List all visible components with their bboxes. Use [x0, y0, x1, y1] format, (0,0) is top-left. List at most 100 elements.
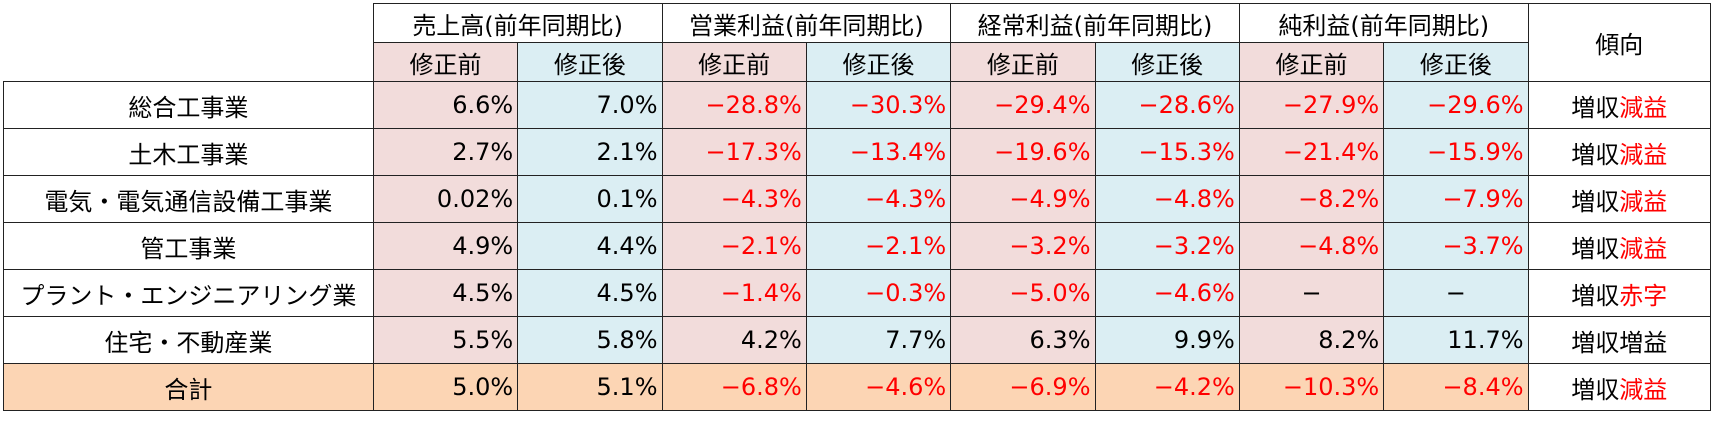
value-cell: −4.3% [661, 175, 807, 223]
value-cell: −4.2% [1094, 363, 1240, 411]
trend-suffix: 増益 [1619, 328, 1668, 357]
value-cell: −19.6% [950, 128, 1096, 176]
value-cell: − [1383, 269, 1529, 317]
table-row: 土木工事業 2.7% 2.1% −17.3% −13.4% −19.6% −15.3% −21… [3, 128, 1712, 176]
value-cell: −7.9% [1383, 175, 1529, 223]
value-cell: 6.6% [372, 81, 519, 129]
table-row: 総合工事業 6.6% 7.0% −28.8% −30.3% −29.4% −28.6% −27… [3, 81, 1712, 129]
header-net-profit: 純利益(前年同期比) [1238, 3, 1529, 43]
industry-name: 総合工事業 [3, 81, 374, 129]
table-row: プラント・エンジニアリング業 4.5% 4.5% −1.4% −0.3% −5.0% −4.… [3, 269, 1712, 317]
value-cell: −15.9% [1383, 128, 1529, 176]
value-cell: 5.8% [517, 316, 663, 364]
value-cell: −30.3% [805, 81, 952, 129]
header-corner [3, 3, 374, 82]
trend-cell: 増収減益 [1527, 222, 1712, 270]
value-cell: −5.0% [950, 269, 1096, 317]
value-cell: 4.5% [372, 269, 519, 317]
trend-cell: 増収減益 [1527, 128, 1712, 176]
value-cell: −29.4% [950, 81, 1096, 129]
value-cell: −15.3% [1094, 128, 1240, 176]
trend-cell: 増収増益 [1527, 316, 1712, 364]
value-cell: 7.7% [805, 316, 952, 364]
value-cell: 5.1% [517, 363, 663, 411]
value-cell: −4.9% [950, 175, 1096, 223]
value-cell: 5.5% [372, 316, 519, 364]
industry-name: 管工事業 [3, 222, 374, 270]
earnings-revision-table: 売上高(前年同期比) 営業利益(前年同期比) 経常利益(前年同期比) 純利益(前… [3, 3, 1712, 411]
table-body: 総合工事業 6.6% 7.0% −28.8% −30.3% −29.4% −28.6% −27… [3, 81, 1712, 411]
trend-prefix: 増収 [1571, 140, 1620, 169]
industry-name: 電気・電気通信設備工事業 [3, 175, 374, 223]
trend-prefix: 増収 [1571, 234, 1620, 263]
value-cell: −4.6% [1094, 269, 1240, 317]
value-cell: −1.4% [661, 269, 807, 317]
value-cell: 0.1% [517, 175, 663, 223]
trend-suffix: 赤字 [1619, 281, 1668, 310]
trend-prefix: 増収 [1571, 281, 1620, 310]
value-cell: −21.4% [1238, 128, 1385, 176]
value-cell: 7.0% [517, 81, 663, 129]
value-cell: −28.6% [1094, 81, 1240, 129]
value-cell: −4.8% [1238, 222, 1385, 270]
value-cell: − [1238, 269, 1385, 317]
value-cell: 2.1% [517, 128, 663, 176]
header-ordinary-before: 修正前 [950, 42, 1096, 82]
value-cell: −10.3% [1238, 363, 1385, 411]
value-cell: −27.9% [1238, 81, 1385, 129]
value-cell: −29.6% [1383, 81, 1529, 129]
trend-prefix: 増収 [1571, 187, 1620, 216]
trend-suffix: 減益 [1619, 234, 1668, 263]
trend-cell: 増収減益 [1527, 175, 1712, 223]
value-cell: −4.8% [1094, 175, 1240, 223]
value-cell: 11.7% [1383, 316, 1529, 364]
value-cell: −6.9% [950, 363, 1096, 411]
header-net-before: 修正前 [1238, 42, 1385, 82]
industry-name: プラント・エンジニアリング業 [3, 269, 374, 317]
industry-name: 住宅・不動産業 [3, 316, 374, 364]
value-cell: −8.4% [1383, 363, 1529, 411]
header-operating-profit: 営業利益(前年同期比) [661, 3, 952, 43]
value-cell: −17.3% [661, 128, 807, 176]
value-cell: 4.4% [517, 222, 663, 270]
value-cell: 5.0% [372, 363, 519, 411]
trend-prefix: 増収 [1571, 93, 1620, 122]
value-cell: −2.1% [661, 222, 807, 270]
table-row: 住宅・不動産業 5.5% 5.8% 4.2% 7.7% 6.3% 9.9% 8.2% 11.7%… [3, 316, 1712, 364]
value-cell: −4.6% [805, 363, 952, 411]
value-cell: −13.4% [805, 128, 952, 176]
table-row-total: 合計 5.0% 5.1% −6.8% −4.6% −6.9% −4.2% −10.3% −8.4… [3, 363, 1712, 411]
trend-suffix: 減益 [1619, 187, 1668, 216]
value-cell: 2.7% [372, 128, 519, 176]
value-cell: −28.8% [661, 81, 807, 129]
trend-suffix: 減益 [1619, 140, 1668, 169]
value-cell: 6.3% [950, 316, 1096, 364]
header-sales: 売上高(前年同期比) [372, 3, 663, 43]
header-sales-after: 修正後 [517, 42, 663, 82]
value-cell: −4.3% [805, 175, 952, 223]
value-cell: 9.9% [1094, 316, 1240, 364]
trend-cell: 増収減益 [1527, 363, 1712, 411]
value-cell: −6.8% [661, 363, 807, 411]
value-cell: −8.2% [1238, 175, 1385, 223]
header-row-sub: 修正前 修正後 修正前 修正後 修正前 修正後 修正前 修正後 [4, 42, 1711, 82]
value-cell: −3.2% [950, 222, 1096, 270]
header-operating-before: 修正前 [661, 42, 807, 82]
header-row-groups: 売上高(前年同期比) 営業利益(前年同期比) 経常利益(前年同期比) 純利益(前… [3, 3, 1712, 82]
table-row: 管工事業 4.9% 4.4% −2.1% −2.1% −3.2% −3.2% −4.8% −3.… [3, 222, 1712, 270]
trend-cell: 増収赤字 [1527, 269, 1712, 317]
header-net-after: 修正後 [1383, 42, 1529, 82]
industry-name: 合計 [3, 363, 374, 411]
trend-suffix: 減益 [1619, 93, 1668, 122]
value-cell: −0.3% [805, 269, 952, 317]
header-sales-before: 修正前 [372, 42, 519, 82]
header-ordinary-profit: 経常利益(前年同期比) [950, 3, 1240, 43]
header-trend: 傾向 [1527, 3, 1712, 82]
value-cell: −3.2% [1094, 222, 1240, 270]
header-operating-after: 修正後 [805, 42, 952, 82]
trend-prefix: 増収 [1571, 375, 1620, 404]
trend-cell: 増収減益 [1527, 81, 1712, 129]
value-cell: −3.7% [1383, 222, 1529, 270]
header-ordinary-after: 修正後 [1094, 42, 1240, 82]
value-cell: 0.02% [372, 175, 519, 223]
